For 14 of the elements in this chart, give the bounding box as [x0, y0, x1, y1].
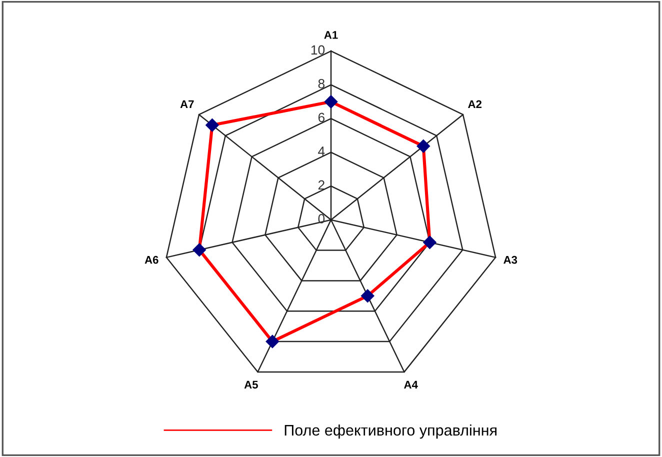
spoke-label: A1	[324, 31, 338, 39]
y-tick-label: 6	[318, 112, 325, 122]
text: Поле ефективного управління	[284, 424, 496, 439]
y-tick-label: 0	[318, 214, 325, 224]
spoke-label: A7	[180, 100, 194, 108]
y-tick-label: 10	[311, 45, 325, 55]
y-tick-label: 8	[318, 79, 325, 88]
y-tick-label: 2	[318, 180, 324, 190]
spoke-label: A4	[404, 380, 418, 388]
spoke-label: A6	[144, 256, 158, 264]
spoke-label: A2	[468, 100, 482, 108]
spoke-label: A3	[504, 256, 518, 264]
spoke-label: A5	[244, 380, 258, 389]
y-tick-label: 4	[318, 146, 325, 156]
